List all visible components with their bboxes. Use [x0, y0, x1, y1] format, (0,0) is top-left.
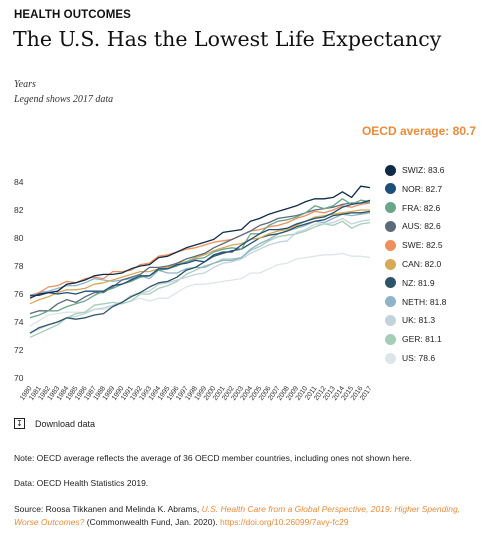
download-icon: ↧ — [14, 418, 25, 429]
series-line-nz — [29, 210, 371, 334]
legend-item-can: CAN: 82.0 — [385, 256, 441, 272]
series-line-nor — [30, 199, 371, 297]
legend-label: CAN: 82.0 — [402, 259, 442, 269]
legend-label: SWE: 82.5 — [402, 240, 443, 251]
legend-swatch — [385, 258, 396, 270]
page-title: The U.S. Has the Lowest Life Expectancy — [13, 27, 442, 51]
legend-label: FRA: 82.6 — [402, 202, 441, 213]
legend-item-us: US: 78.6 — [385, 350, 435, 366]
series-line-can — [29, 209, 370, 305]
legend-item-ger: GER: 81.1 — [385, 331, 442, 347]
y-tick-label: 72 — [14, 345, 24, 355]
legend-swatch — [385, 164, 396, 176]
y-tick-label: 84 — [14, 177, 24, 187]
legend-swatch — [385, 352, 396, 364]
download-label: Download data — [35, 418, 96, 429]
legend-label: SWIZ: 83.6 — [402, 165, 445, 175]
series-line-aus — [29, 200, 371, 315]
data-source-text: Data: OECD Health Statistics 2019. — [14, 478, 149, 488]
legend-item-nz: NZ: 81.9 — [385, 275, 435, 291]
y-tick-label: 76 — [14, 289, 24, 299]
source-citation: Source: Roosa Tikkanen and Melinda K. Ab… — [14, 503, 474, 529]
y-tick-label: 78 — [14, 261, 24, 271]
legend-item-aus: AUS: 82.6 — [385, 218, 441, 234]
legend-label: US: 78.6 — [402, 353, 436, 363]
legend-swatch — [385, 314, 396, 326]
y-tick-label: 70 — [14, 373, 24, 383]
download-data-link[interactable]: ↧ Download data — [14, 418, 95, 429]
line-chart: 8482807876747270198019811982198319841985… — [14, 177, 374, 402]
legend-item-swe: SWE: 82.5 — [385, 237, 443, 253]
legend-swatch — [385, 239, 396, 251]
legend-swatch — [385, 220, 396, 232]
legend-note: Legend shows 2017 data — [14, 94, 114, 105]
legend-swatch — [385, 183, 396, 195]
y-tick-label: 80 — [14, 233, 24, 243]
series-line-uk — [29, 217, 371, 334]
source-mid: (Commonwealth Fund, Jan. 2020). — [86, 517, 218, 527]
legend-swatch — [385, 277, 396, 289]
kicker: HEALTH OUTCOMES — [14, 9, 131, 21]
series-line-fra — [29, 198, 371, 319]
series-line-swiz — [29, 185, 371, 299]
legend-item-nor: NOR: 82.7 — [385, 181, 442, 197]
source-title-link[interactable]: U.S. Health Care from a Global Perspecti… — [14, 504, 461, 527]
unit-label: Years — [14, 79, 36, 90]
legend-item-uk: UK: 81.3 — [385, 312, 435, 328]
legend-label: NZ: 81.9 — [402, 277, 435, 288]
legend-label: AUS: 82.6 — [402, 221, 441, 232]
legend-swatch — [385, 202, 396, 214]
series-line-swe — [29, 202, 371, 298]
source-prefix: Source: Roosa Tikkanen and Melinda K. Ab… — [14, 504, 200, 514]
series-line-ger — [29, 220, 371, 338]
legend-label: GER: 81.1 — [402, 334, 442, 345]
note-text: Note: OECD average reflects the average … — [14, 453, 412, 463]
source-doi-link[interactable]: https://doi.org/10.26099/7avy-fc29 — [220, 517, 349, 527]
legend-item-swiz: SWIZ: 83.6 — [385, 162, 445, 178]
oecd-average-label: OECD average: 80.7 — [361, 124, 476, 138]
y-tick-label: 82 — [14, 205, 24, 215]
legend-item-neth: NETH: 81.8 — [385, 294, 446, 310]
legend-swatch — [385, 333, 396, 345]
legend-label: UK: 81.3 — [402, 315, 436, 326]
legend-swatch — [385, 296, 396, 308]
legend-label: NETH: 81.8 — [402, 296, 447, 307]
legend-label: NOR: 82.7 — [402, 183, 443, 194]
y-tick-label: 74 — [14, 317, 24, 327]
legend-item-fra: FRA: 82.6 — [385, 200, 440, 216]
